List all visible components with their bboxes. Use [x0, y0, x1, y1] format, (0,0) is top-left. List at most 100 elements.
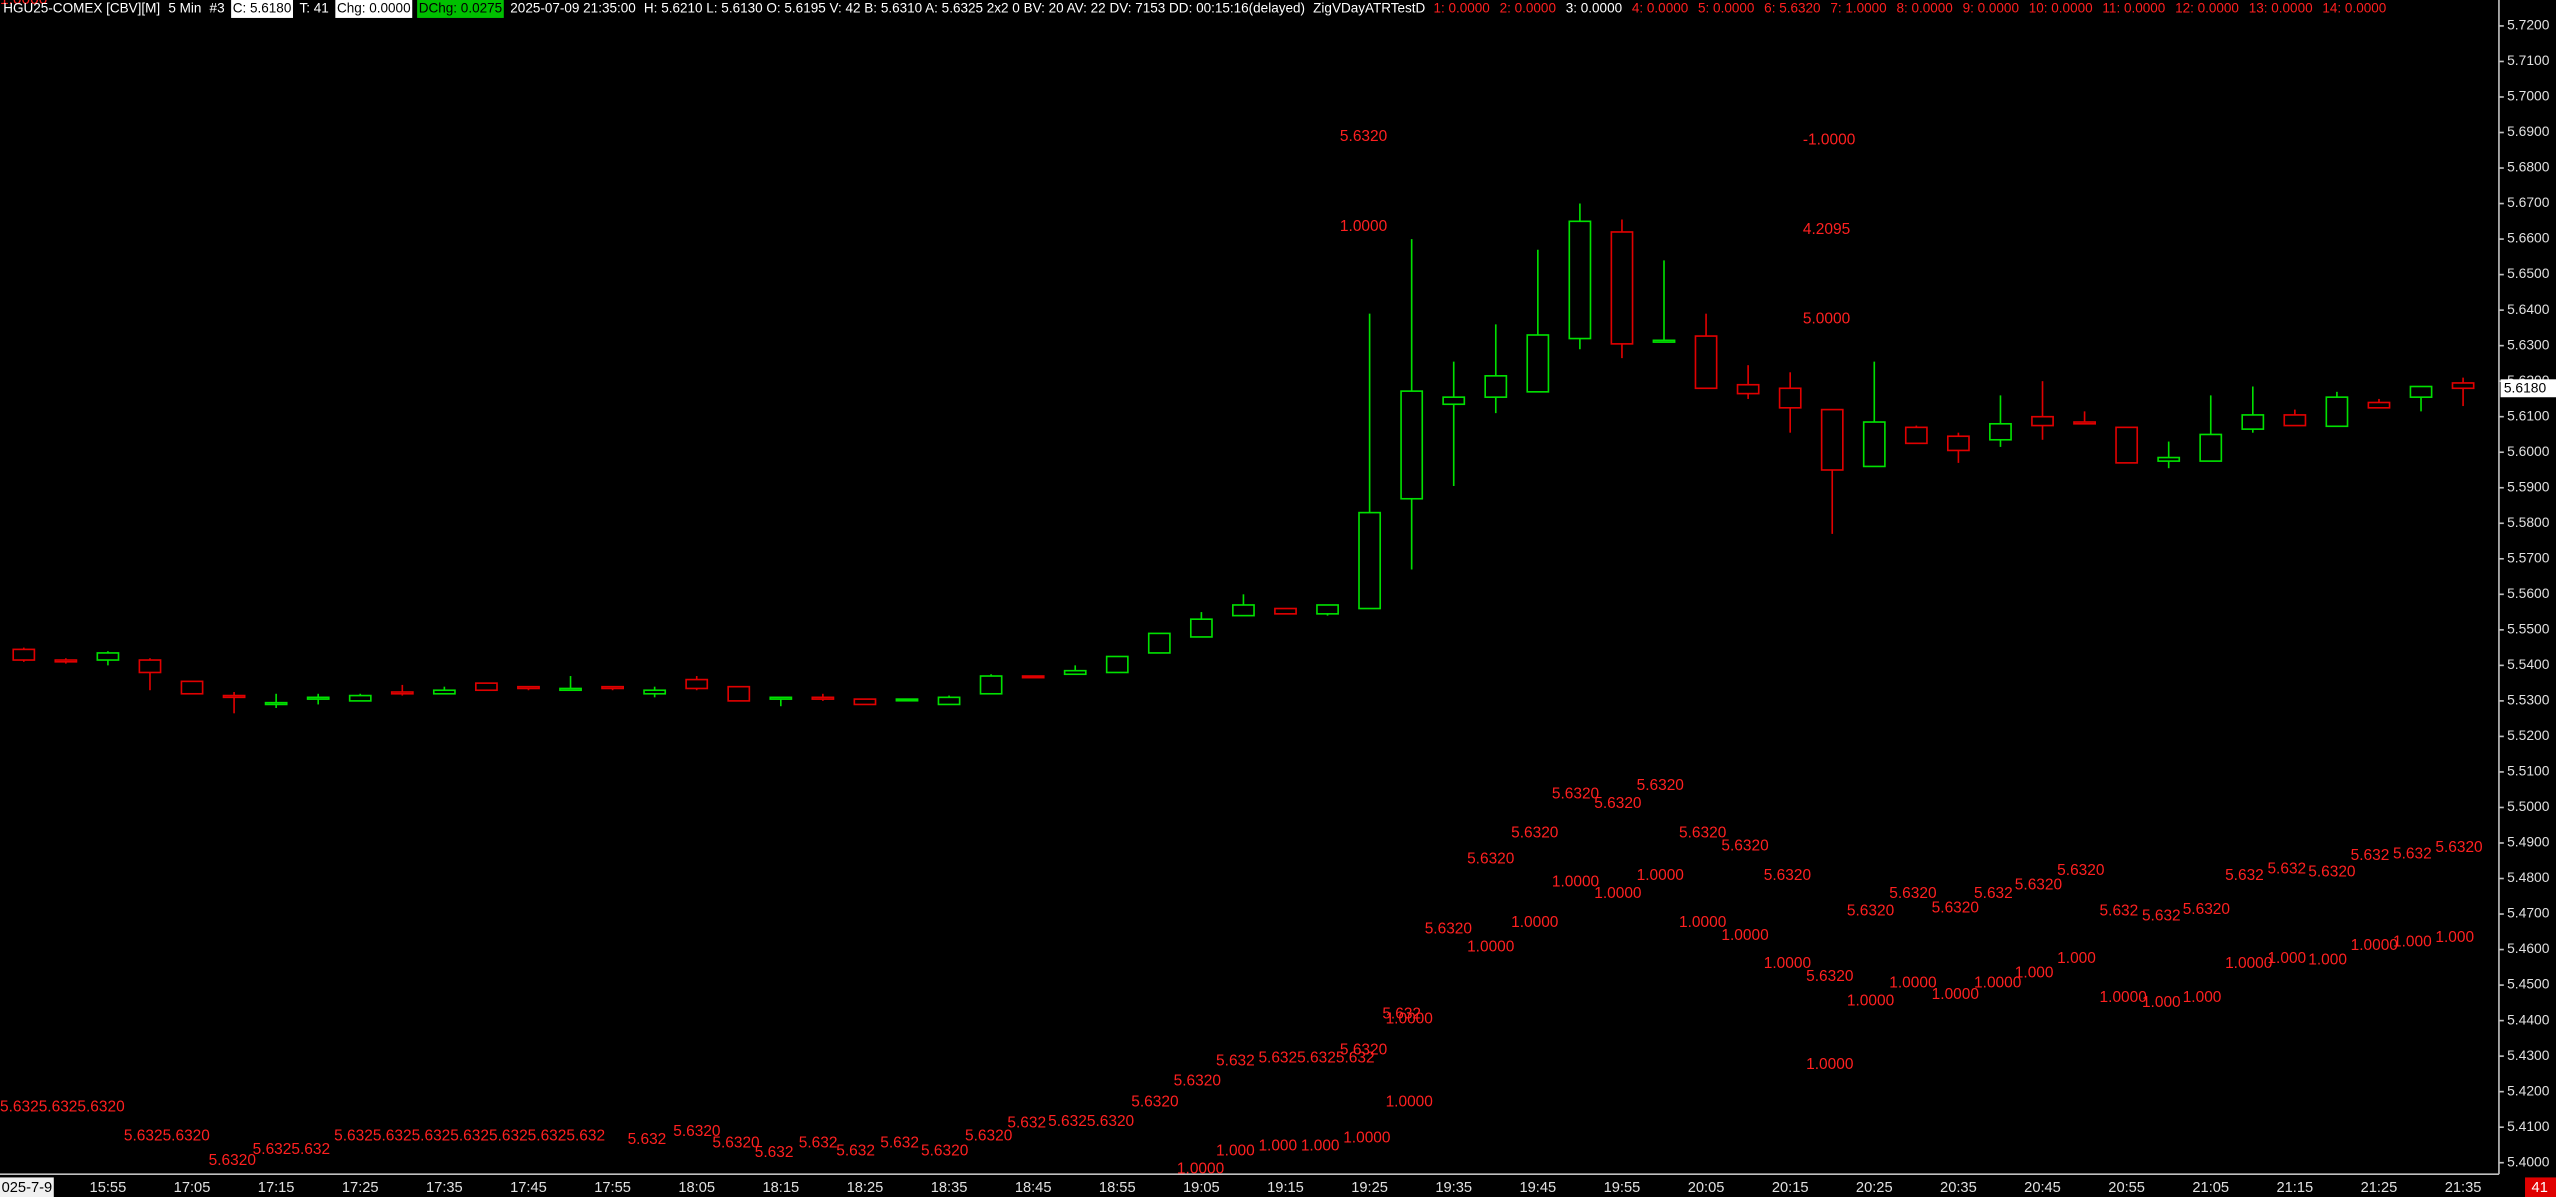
candle-body	[2157, 456, 2181, 462]
y-tick-label: 5.6300	[2507, 336, 2550, 352]
indicator-label: 1.0000	[1889, 974, 1936, 991]
y-tick-label: 5.5800	[2507, 514, 2550, 530]
header-item: 2: 0.0000	[1500, 1, 1556, 16]
header-item: 9: 0.0000	[1963, 1, 2019, 16]
candle-body	[222, 694, 246, 699]
indicator-label: 5.6320	[2183, 901, 2230, 918]
candle-body	[1189, 618, 1213, 638]
candle-body	[895, 698, 919, 702]
indicator-label: 1.0000	[0, 0, 47, 8]
header-item: 10: 0.0000	[2029, 1, 2093, 16]
header-item: ZigVDayATRTestD	[1313, 1, 1425, 16]
y-tick-label: 5.4500	[2507, 976, 2550, 992]
y-tick-label: 5.6400	[2507, 301, 2550, 317]
x-tick-label: 18:15	[762, 1180, 799, 1196]
indicator-label: 5.632	[1007, 1115, 1046, 1132]
candle-body	[1694, 335, 1718, 390]
y-tick-label: 5.5900	[2507, 478, 2550, 494]
indicator-label: 5.632	[2100, 903, 2139, 920]
header-item: H: 5.6210 L: 5.6130 O: 5.6195 V: 42 B: 5…	[644, 1, 1305, 16]
candle-body	[601, 685, 625, 690]
header-chip-bg	[231, 0, 293, 18]
candle-body	[1946, 435, 1970, 452]
y-tick-label: 5.5000	[2507, 798, 2550, 814]
candle-body	[811, 696, 835, 700]
x-tick-label: 18:45	[1015, 1180, 1052, 1196]
indicator-label: 5.6320	[2015, 877, 2062, 894]
y-tick-label: 5.5200	[2507, 727, 2550, 743]
x-tick-label: 17:35	[426, 1180, 463, 1196]
x-tick-label: 18:05	[678, 1180, 715, 1196]
y-tick-label: 5.4700	[2507, 905, 2550, 921]
x-tick-label: 21:25	[2361, 1180, 2398, 1196]
indicator-label: 5.632	[2351, 847, 2390, 864]
candle-body	[1989, 422, 2012, 441]
header-item: 4: 0.0000	[1632, 1, 1688, 16]
candle-body	[643, 689, 667, 695]
y-tick-label: 5.6100	[2507, 407, 2550, 423]
candle-body	[979, 675, 1003, 695]
indicator-label: 1.0000	[1974, 974, 2021, 991]
candle-body	[2241, 414, 2265, 430]
candle-body	[1610, 231, 1634, 345]
indicator-label: 1.0000	[1679, 914, 1726, 931]
y-tick-label: 5.6800	[2507, 159, 2550, 175]
indicator-label: 5.6320	[673, 1123, 720, 1140]
y-tick-label: 5.7000	[2507, 88, 2550, 104]
x-tick-label-bg	[0, 1177, 54, 1197]
candle-body	[2451, 382, 2475, 390]
candle-body	[1400, 390, 1424, 500]
header-item: 3: 0.0000	[1566, 1, 1622, 16]
indicator-label: 5.632	[628, 1131, 667, 1148]
x-tick-label: 025-7-9	[2, 1180, 53, 1196]
candle-body	[2283, 414, 2307, 427]
last-price-label: 5.6180	[2504, 380, 2547, 396]
x-tick-label: 19:05	[1183, 1180, 1220, 1196]
candle-body	[769, 696, 793, 700]
indicator-label: 5.632	[1382, 1005, 1421, 1022]
x-tick-label: 18:35	[931, 1180, 968, 1196]
indicator-label: 1.0000	[1847, 992, 1894, 1009]
y-tick-label: 5.7100	[2507, 52, 2550, 68]
y-tick-label: 5.5100	[2507, 763, 2550, 779]
indicator-label: 1.000	[2057, 950, 2096, 967]
header-item: 6: 5.6320	[1764, 1, 1820, 16]
header-item: C: 5.6180	[233, 1, 292, 16]
indicator-label: 1.0000	[1177, 1160, 1224, 1177]
y-tick-label: 5.7200	[2507, 17, 2550, 33]
x-tick-label: 18:55	[1099, 1180, 1136, 1196]
candle-body	[1232, 604, 1255, 617]
x-tick-label: 21:05	[2192, 1180, 2229, 1196]
x-tick-label: 19:55	[1604, 1180, 1641, 1196]
candle-body	[1736, 383, 1760, 395]
indicator-label: 5.632	[2267, 860, 2306, 877]
candle-body	[2031, 415, 2054, 427]
indicator-label: 5.6320	[1425, 921, 1472, 938]
header-item: 14: 0.0000	[2322, 1, 2386, 16]
candle-body	[1652, 339, 1676, 343]
x-tick-label: 20:15	[1772, 1180, 1809, 1196]
indicator-label: 5.6325.6320	[1048, 1113, 1134, 1130]
indicator-label: 5.6320	[1637, 777, 1684, 794]
candle-body	[180, 680, 204, 695]
indicator-label: 1.0000	[1386, 1094, 1433, 1111]
indicator-label: 1.0000	[1511, 914, 1558, 931]
candle-body	[1484, 375, 1508, 398]
indicator-label: 5.632	[755, 1144, 794, 1161]
candle-body	[54, 659, 78, 663]
candle-body	[390, 691, 414, 695]
candle-body	[475, 682, 498, 692]
indicator-label: 5.6320	[1340, 128, 1387, 145]
indicator-label: 1.000	[2183, 989, 2222, 1006]
header-item: 2025-07-09 21:35:00	[510, 1, 635, 16]
indicator-label: 4.2095	[1803, 221, 1850, 238]
y-tick-label: 5.4300	[2507, 1047, 2550, 1063]
indicator-label: 5.0000	[1803, 311, 1850, 328]
x-tick-label: 19:25	[1351, 1180, 1388, 1196]
header-item: 7: 1.0000	[1830, 1, 1886, 16]
indicator-label: 1.000	[2308, 952, 2347, 969]
y-tick-label: 5.4800	[2507, 869, 2550, 885]
candle-body	[1442, 396, 1466, 406]
indicator-label: 5.632	[1974, 885, 2013, 902]
